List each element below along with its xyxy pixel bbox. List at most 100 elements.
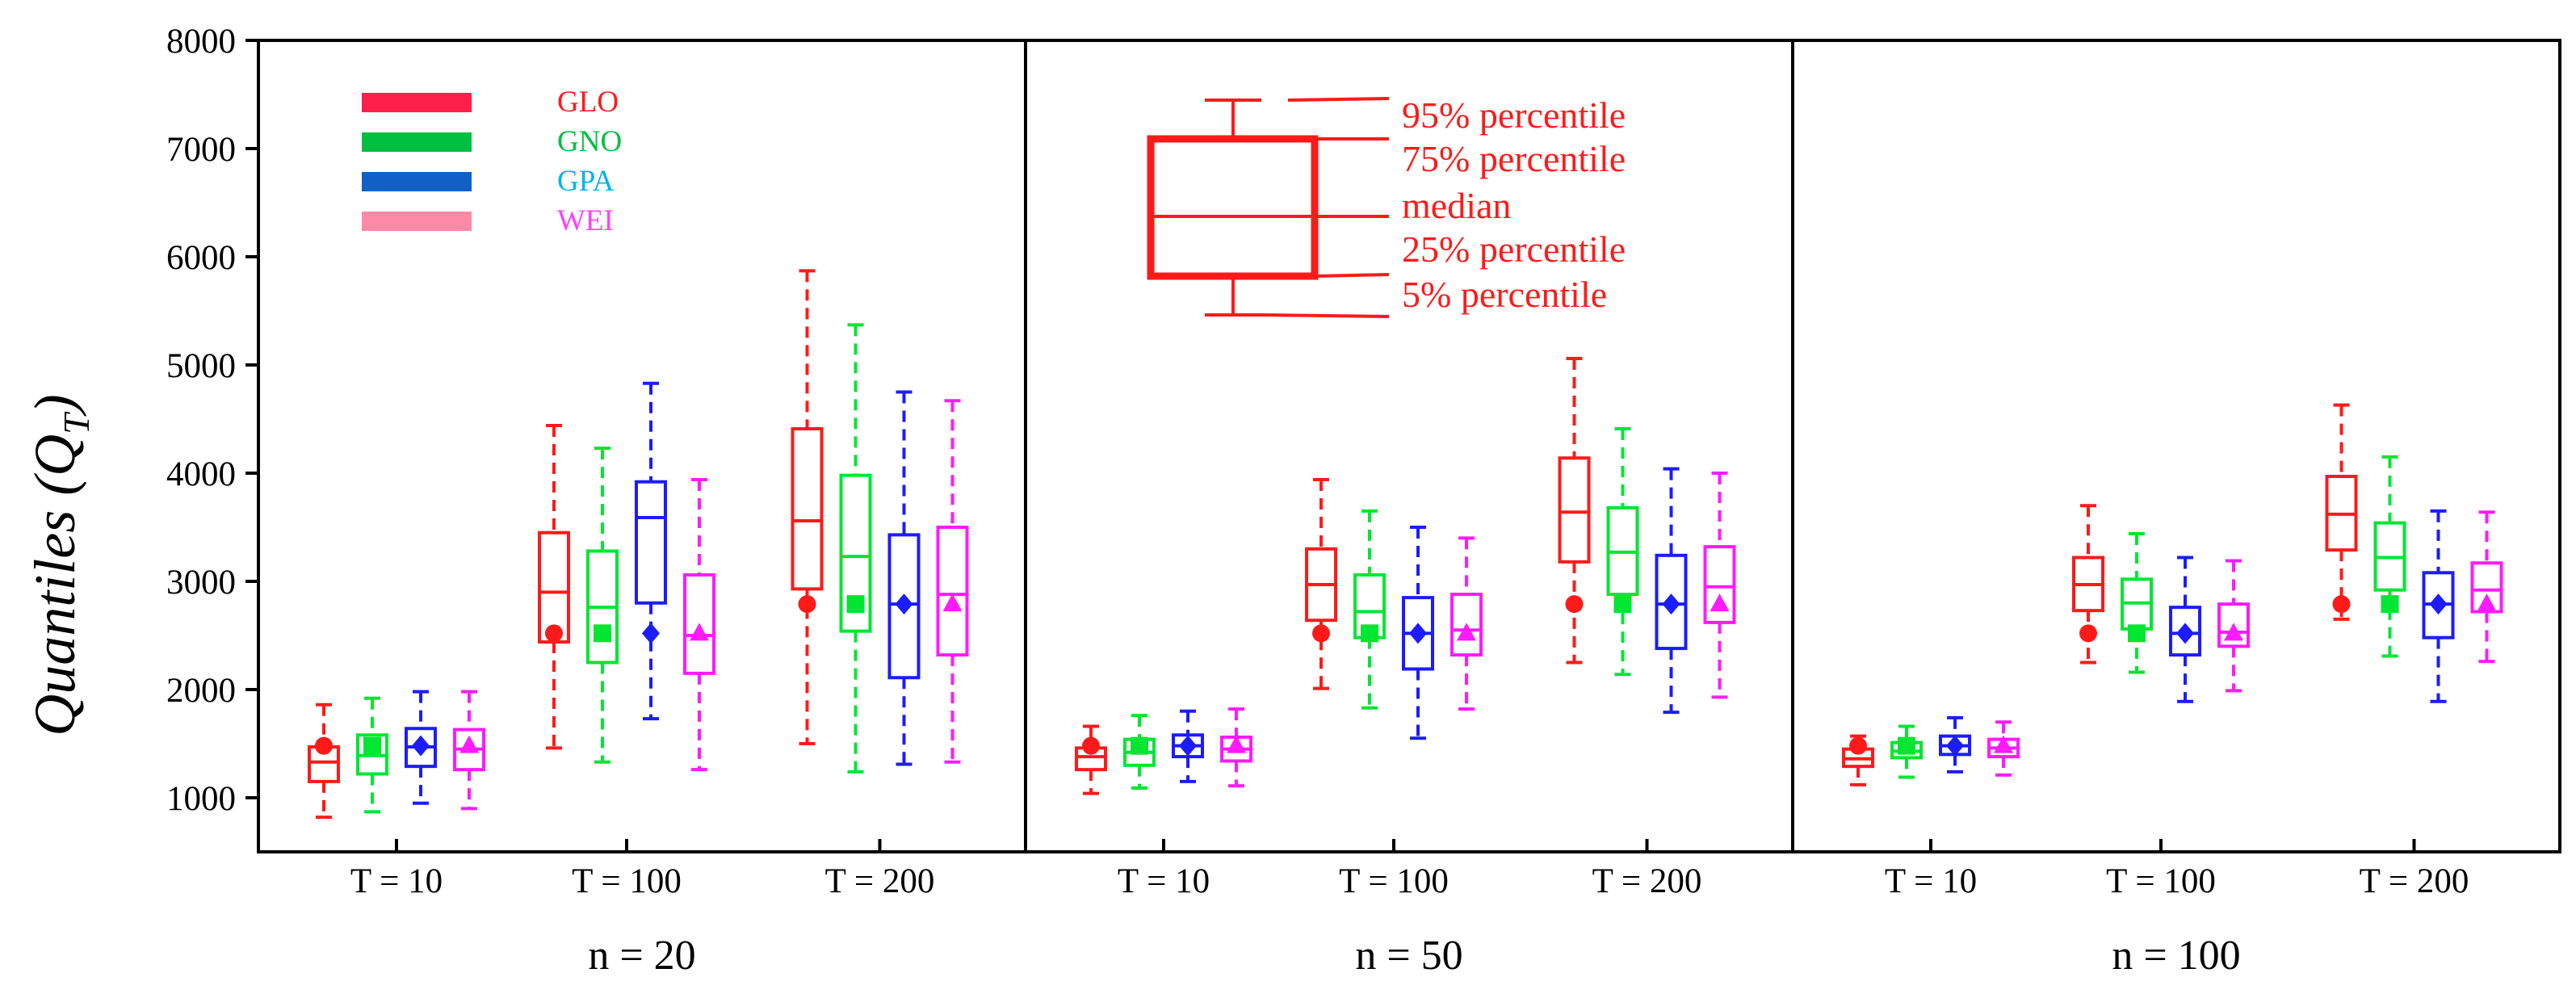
category-label: T = 200 [2360,862,2469,900]
box-wei [936,399,969,764]
box-glo [308,702,340,820]
true-value-diamond-marker [2176,623,2194,644]
y-tick-label: 5000 [166,347,236,385]
box-gpa [1172,709,1204,783]
y-axis-ticks: 1000 2000 3000 4000 5000 6000 7000 8000 [166,23,258,818]
true-value-square-marker [1898,736,1915,755]
true-value-square-marker [846,595,865,614]
key-label: 5% percentile [1402,274,1607,315]
category-label: T = 100 [2106,862,2216,900]
box-glo [538,424,570,750]
legend-label-gno: GNO [557,125,622,158]
panel-label: n = 50 [1355,933,1462,979]
box-glo [1558,356,1591,665]
box-wei [1987,720,2020,777]
iqr-box [2169,606,2201,657]
y-axis-label-main: Quantiles ( [23,473,87,736]
box-wei [453,690,485,811]
legend-swatch-gno [362,132,472,152]
box-gpa [405,690,437,805]
plot-border [257,39,2561,853]
category-labels: T = 10 T = 100 T = 200 n = 20 T = 10 T = 100 T… [350,839,2469,979]
true-value-square-marker [1361,624,1378,643]
legend-swatch-gpa [362,172,472,191]
box-glo [2325,403,2358,621]
y-tick-label: 7000 [166,131,236,169]
iqr-box [1703,545,1736,624]
true-value-circle-marker [315,736,333,755]
key-label: median [1402,185,1511,226]
iqr-box [1655,553,1688,651]
true-value-diamond-marker [412,735,430,757]
true-value-square-marker [363,736,381,755]
true-value-diamond-marker [1946,735,1964,757]
true-value-square-marker [594,624,611,643]
box-gno [2373,455,2406,658]
box-gno [1606,427,1639,677]
true-value-circle-marker [1082,736,1100,755]
box-gpa [2422,509,2455,703]
iqr-box [1558,456,1591,564]
box-wei [1703,472,1736,699]
key-label: 75% percentile [1402,138,1626,179]
true-value-circle-marker [1849,736,1867,755]
legend-swatch-wei [362,212,472,231]
category-label: T = 100 [572,862,682,900]
key-pointer-line [1261,313,1390,318]
true-value-diamond-marker [642,623,660,644]
iqr-box [2470,561,2503,614]
box-gno [1890,724,1923,779]
box-gpa [1655,467,1688,715]
iqr-box [839,473,872,633]
y-tick-label: 2000 [166,672,236,710]
category-label: T = 10 [1118,862,1210,900]
box-wei [2217,559,2250,693]
box-glo [1305,478,1337,690]
box-wei [1450,536,1483,711]
y-axis-label-close: ) [23,394,87,417]
iqr-box [1450,593,1483,657]
true-value-circle-marker [2332,595,2351,614]
box-gpa [635,381,667,721]
true-value-triangle-marker [1457,623,1476,641]
box-gno [356,696,388,814]
box-glo [791,269,824,745]
panel-label: n = 20 [588,933,695,979]
y-tick-label: 6000 [166,239,236,277]
true-value-circle-marker [1312,624,1330,643]
legend: GLO GNO GPA WEI [362,86,622,237]
true-value-circle-marker [1565,595,1584,614]
key-pointer-line [1314,273,1390,278]
true-value-square-marker [2128,624,2146,643]
key-label: 25% percentile [1402,229,1626,270]
box-series [308,269,2503,820]
true-value-diamond-marker [1662,593,1680,615]
true-value-circle-marker [545,624,563,643]
box-gpa [1939,715,1971,774]
true-value-triangle-marker [1227,735,1246,753]
iqr-box [791,427,824,591]
true-value-triangle-marker [2224,623,2243,641]
true-value-triangle-marker [1710,593,1730,612]
true-value-circle-marker [798,595,816,614]
y-tick-label: 1000 [166,780,236,818]
svg-text:Quantiles (QT): Quantiles (QT) [23,394,97,736]
box-gpa [1402,526,1434,740]
true-value-triangle-marker [1994,735,2013,753]
y-axis-label: Quantiles (QT) [23,394,97,736]
true-value-diamond-marker [895,593,913,615]
y-axis-label-symbol: Q [23,434,87,476]
iqr-box [887,533,921,680]
true-value-diamond-marker [2429,593,2448,615]
box-gno [586,447,619,764]
box-wei [1220,707,1252,788]
plot-frame [257,39,2561,853]
true-value-triangle-marker [942,593,963,612]
iqr-box [936,526,969,657]
box-glo [1075,724,1107,795]
box-gno [839,323,872,774]
true-value-triangle-marker [459,735,479,753]
category-label: T = 10 [350,862,443,900]
